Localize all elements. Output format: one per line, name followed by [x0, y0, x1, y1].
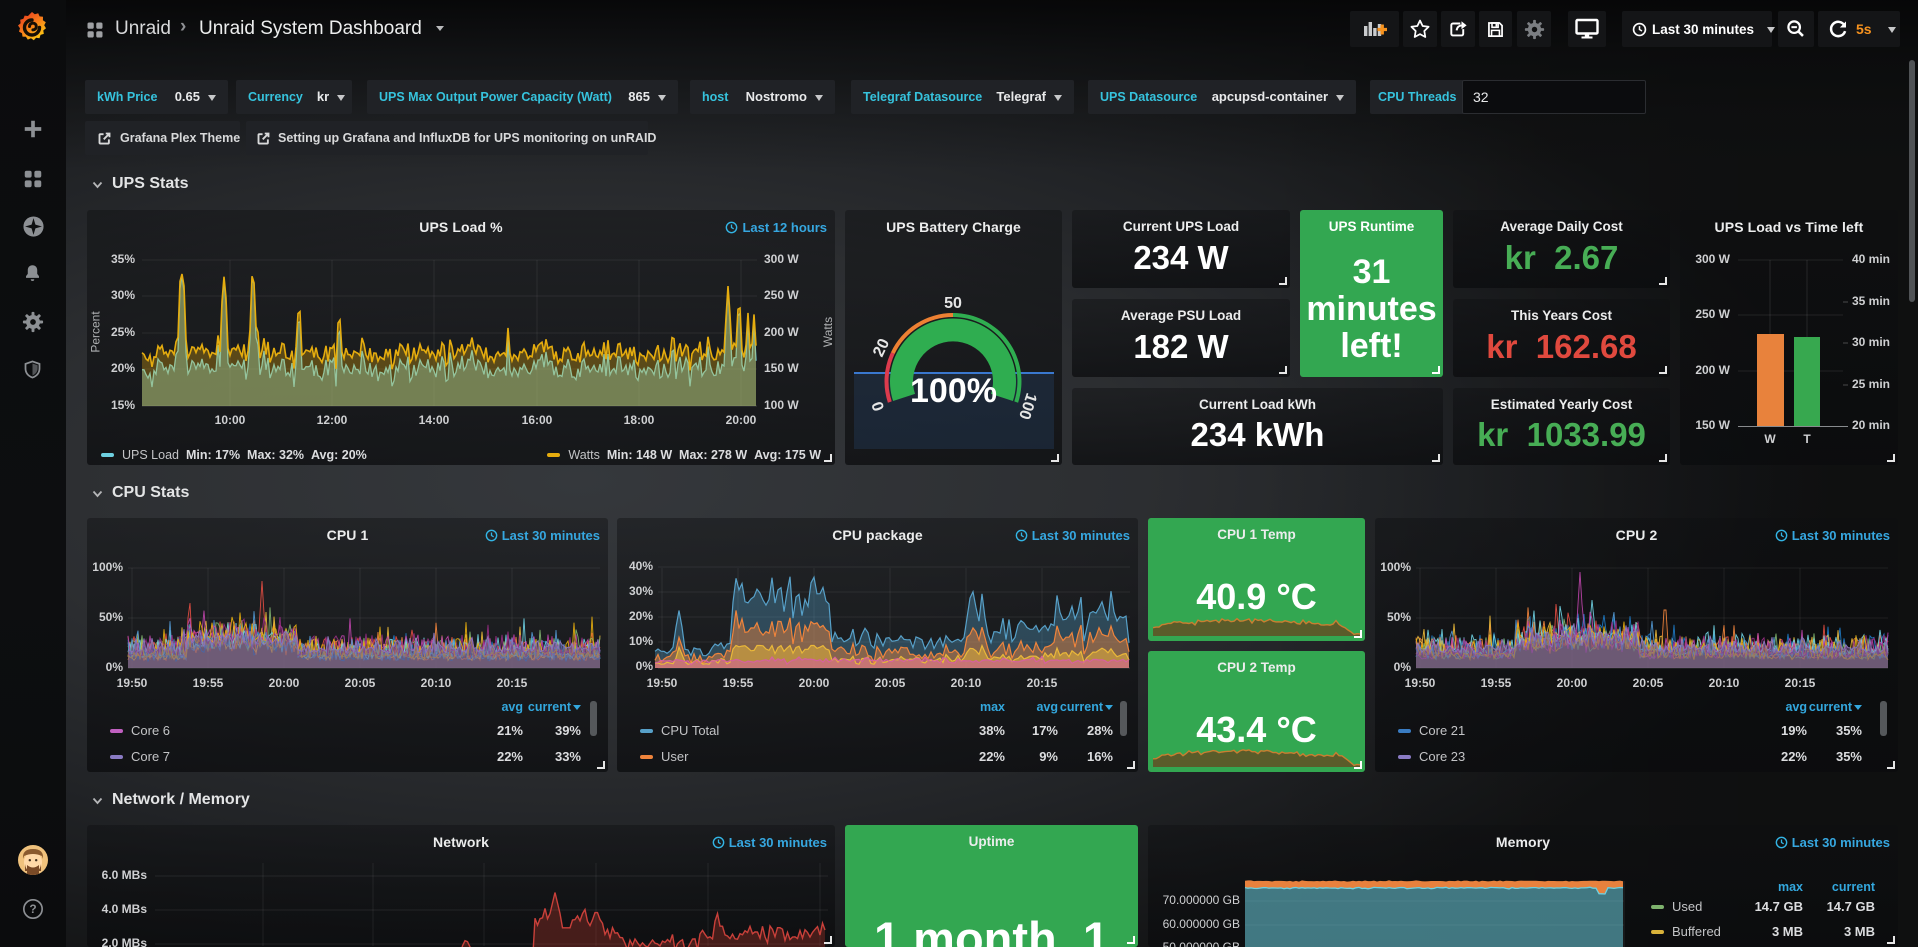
svg-text:20: 20 [870, 336, 893, 359]
svg-text:50: 50 [944, 295, 962, 312]
svg-text:?: ? [29, 902, 36, 916]
